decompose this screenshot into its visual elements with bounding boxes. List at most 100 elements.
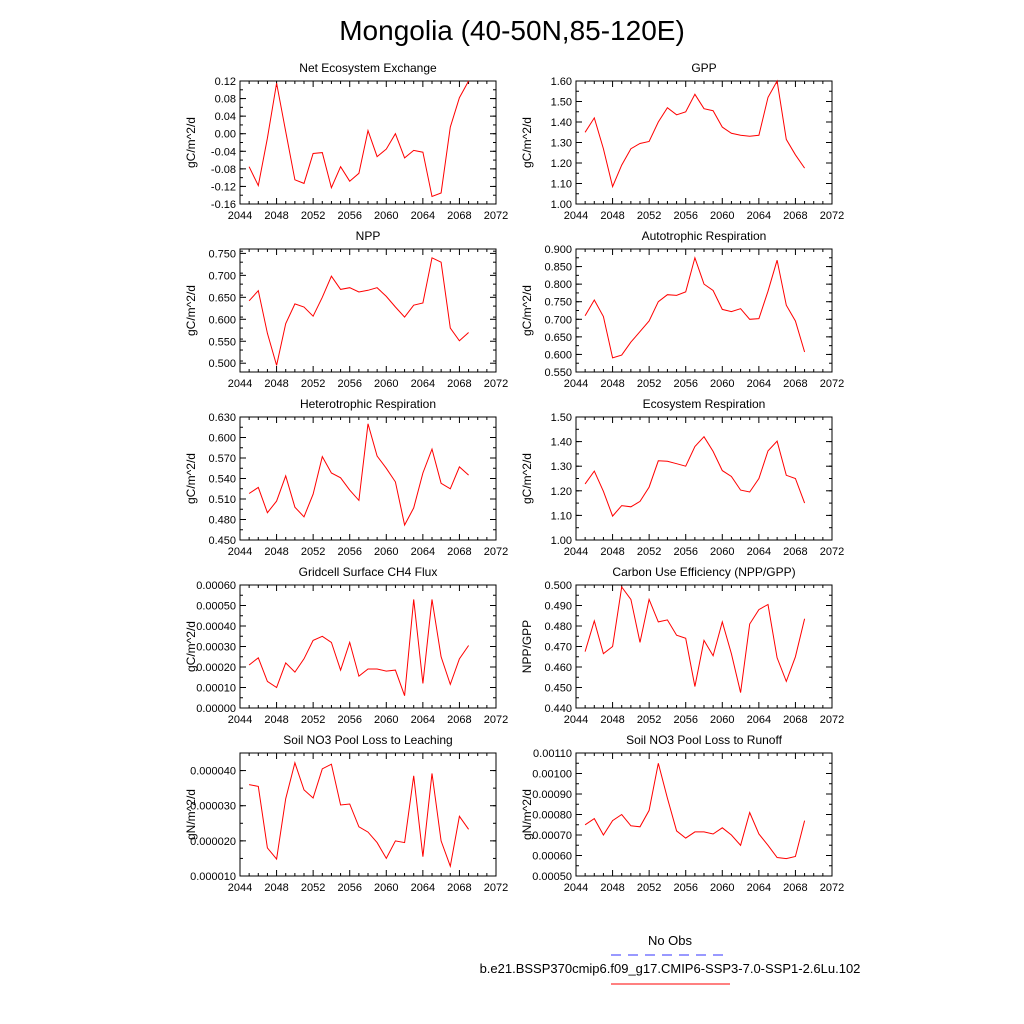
data-point (293, 506, 296, 509)
x-tick-label: 2048 (264, 210, 288, 222)
data-point (412, 774, 415, 777)
x-tick-label: 2064 (747, 210, 771, 222)
y-tick-label: 0.04 (215, 111, 236, 123)
data-point (748, 811, 751, 814)
data-point (330, 275, 333, 278)
data-point (584, 650, 587, 653)
data-point (721, 126, 724, 129)
data-point (620, 354, 623, 357)
x-tick-label: 2060 (710, 714, 734, 726)
x-tick-label: 2056 (337, 882, 361, 894)
y-tick-label: 1.30 (551, 461, 572, 473)
data-point (303, 515, 306, 518)
data-point (312, 315, 315, 318)
x-tick-label: 2060 (710, 210, 734, 222)
data-point (367, 668, 370, 671)
y-axis-label: NPP/GPP (520, 620, 534, 673)
y-tick-label: 1.50 (551, 412, 572, 424)
data-point (767, 290, 770, 293)
y-tick-label: 0.550 (208, 336, 236, 348)
panel-net-ecosystem-exchange: Net Ecosystem Exchange 2044 2048 2052 2056 20… (184, 61, 508, 222)
plot-frame (575, 584, 833, 709)
y-tick-label: 0.440 (544, 703, 572, 715)
x-tick-label: 2072 (820, 378, 844, 390)
data-point (412, 304, 415, 307)
data-point (648, 809, 651, 812)
y-tick-label: 0.08 (215, 94, 236, 106)
y-tick-label: 0.460 (544, 662, 572, 674)
data-point (593, 116, 596, 119)
data-point (748, 318, 751, 321)
data-point (431, 195, 434, 198)
x-tick-label: 2056 (337, 546, 361, 558)
panel-soil-no3-pool-loss-to-leaching: Soil NO3 Pool Loss to Leaching 2044 2048 20… (184, 733, 508, 894)
x-tick-label: 2052 (301, 378, 325, 390)
x-tick-label: 2052 (301, 714, 325, 726)
data-point (449, 126, 452, 129)
y-tick-label: 0.00070 (532, 830, 572, 842)
x-tick-label: 2064 (747, 882, 771, 894)
data-point (657, 762, 660, 765)
data-point (639, 330, 642, 333)
data-point (593, 299, 596, 302)
data-point (785, 138, 788, 141)
data-point (785, 680, 788, 683)
data-point (693, 93, 696, 96)
y-tick-label: 1.30 (551, 138, 572, 150)
data-point (248, 664, 251, 667)
x-tick-label: 2052 (637, 210, 661, 222)
data-point (602, 834, 605, 837)
data-point (293, 302, 296, 305)
data-point (721, 469, 724, 472)
panel-carbon-use-efficiency-npp-gpp: Carbon Use Efficiency (NPP/GPP) 2044 2048 2… (520, 565, 844, 726)
y-tick-label: 1.20 (551, 158, 572, 170)
data-point (757, 134, 760, 137)
data-point (248, 783, 251, 786)
data-point (330, 186, 333, 189)
data-point (385, 295, 388, 298)
data-point (584, 131, 587, 134)
y-tick-label: 0.600 (544, 349, 572, 361)
data-point (284, 797, 287, 800)
data-point (330, 763, 333, 766)
data-point (657, 300, 660, 303)
data-point (739, 134, 742, 137)
data-point (266, 846, 269, 849)
x-tick-label: 2060 (710, 378, 734, 390)
data-point (684, 110, 687, 113)
data-point (458, 465, 461, 468)
data-point (648, 320, 651, 323)
data-point (666, 293, 669, 296)
data-point (394, 839, 397, 842)
data-point (403, 524, 406, 527)
data-point (584, 314, 587, 317)
x-tick-label: 2064 (411, 714, 435, 726)
x-tick-label: 2064 (411, 378, 435, 390)
data-point (803, 351, 806, 354)
y-tick-label: -0.04 (211, 146, 236, 158)
y-tick-label: 0.750 (544, 297, 572, 309)
y-tick-label: 1.40 (551, 117, 572, 129)
data-point (376, 155, 379, 158)
data-point (266, 137, 269, 140)
data-point (394, 480, 397, 483)
y-tick-label: 0.00100 (532, 769, 572, 781)
legend: No Obs b.e21.BSSP370cmip6.f09_g17.CMIP6-… (480, 933, 860, 985)
data-point (348, 803, 351, 806)
series-line (584, 435, 806, 518)
data-point (440, 482, 443, 485)
x-tick-label: 2064 (747, 378, 771, 390)
data-point (321, 296, 324, 299)
y-tick-label: 0.650 (208, 292, 236, 304)
data-point (785, 304, 788, 307)
data-point (257, 656, 260, 659)
data-point (357, 499, 360, 502)
data-point (748, 135, 751, 138)
data-point (712, 654, 715, 657)
y-tick-label: 1.20 (551, 486, 572, 498)
y-tick-label: -0.08 (211, 164, 236, 176)
panel-title: Gridcell Surface CH4 Flux (299, 565, 438, 579)
plot-frame (239, 584, 497, 709)
data-point (739, 307, 742, 310)
